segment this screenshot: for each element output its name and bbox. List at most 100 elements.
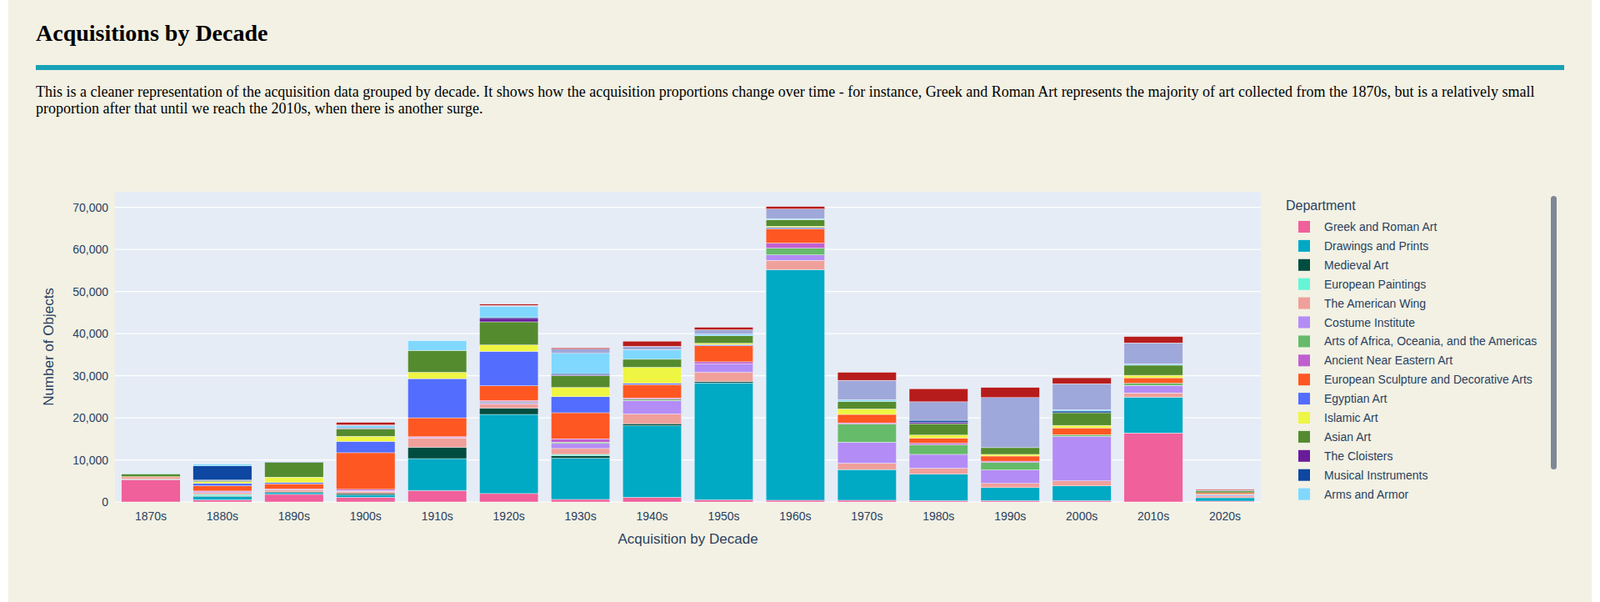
bar-segment xyxy=(909,423,968,435)
bar-segment xyxy=(909,435,968,439)
bar-segment xyxy=(193,485,252,491)
legend-label: Medieval Art xyxy=(1324,258,1389,272)
y-tick-label: 60,000 xyxy=(72,242,109,256)
x-tick-label: 1990s xyxy=(994,509,1026,523)
x-tick-label: 1970s xyxy=(850,509,883,523)
bar-segment xyxy=(336,496,395,502)
bar-segment xyxy=(765,218,825,220)
bar-segment xyxy=(336,493,395,495)
bar-segment xyxy=(765,269,825,500)
legend-label: European Sculpture and Decorative Arts xyxy=(1324,372,1533,386)
bar-segment xyxy=(909,420,968,423)
x-tick-label: 1920s xyxy=(493,509,525,523)
bar-segment xyxy=(909,444,968,455)
x-tick-label: 1910s xyxy=(421,509,454,523)
bar-segment xyxy=(336,489,395,491)
bar-segment xyxy=(837,469,896,500)
bar-segment xyxy=(550,375,610,388)
bar-segment xyxy=(1052,434,1111,436)
bar-segment xyxy=(550,458,610,500)
bar-segment xyxy=(622,399,681,401)
bar-segment xyxy=(1124,342,1183,364)
bar-segment xyxy=(336,425,395,429)
bar-segment xyxy=(121,473,180,475)
bar-segment xyxy=(265,482,324,485)
bar-segment xyxy=(837,500,896,502)
bar-segment xyxy=(121,472,180,475)
bar-segment xyxy=(479,402,538,405)
y-tick-label: 0 xyxy=(101,495,109,509)
bar-segment xyxy=(765,220,825,227)
legend-label: Musical Instruments xyxy=(1324,468,1428,482)
bar-segment xyxy=(407,350,466,372)
bar-segment xyxy=(1052,485,1111,501)
bar-segment xyxy=(407,436,466,439)
bar-segment xyxy=(694,334,753,336)
legend-swatch xyxy=(1298,488,1310,500)
bar-segment xyxy=(407,446,466,459)
bar-segment xyxy=(980,470,1040,484)
bar-segment xyxy=(407,417,466,437)
bar-segment xyxy=(193,480,252,482)
bar-segment xyxy=(1052,427,1111,435)
bar-segment xyxy=(265,462,324,478)
legend-label: Ancient Near Eastern Art xyxy=(1324,353,1453,367)
bar-segment xyxy=(550,448,610,455)
bar-segment xyxy=(980,387,1040,398)
x-tick-label: 2010s xyxy=(1137,509,1170,523)
bar-segment xyxy=(980,460,1040,463)
bar-segment xyxy=(694,327,753,330)
bar-segment xyxy=(622,359,681,368)
bar-segment xyxy=(622,400,681,414)
bar-segment xyxy=(550,387,610,397)
bar-segment xyxy=(407,490,466,502)
bar-segment xyxy=(765,255,825,261)
legend-swatch xyxy=(1298,411,1310,424)
bar-segment xyxy=(909,388,968,402)
bar-segment xyxy=(909,468,968,475)
bar-segment xyxy=(336,490,395,494)
bar-segment xyxy=(1195,495,1255,498)
bar-segment xyxy=(1124,383,1183,386)
bar-segment xyxy=(1052,409,1111,411)
bar-segment xyxy=(837,372,896,381)
bar-segment xyxy=(1124,396,1183,433)
grid-line xyxy=(115,333,1261,335)
bar-segment xyxy=(694,361,753,365)
bars xyxy=(121,206,1255,502)
bar-segment xyxy=(1195,490,1255,493)
bar-segment xyxy=(622,349,681,360)
bar-segment xyxy=(121,479,180,502)
bar-segment xyxy=(765,260,825,270)
bar-segment xyxy=(1195,494,1255,496)
title: Acquisitions by Decade xyxy=(35,20,268,47)
x-tick-label: 1890s xyxy=(278,509,310,523)
bar-segment xyxy=(1195,492,1255,495)
bar-segment xyxy=(193,483,252,486)
bar-segment xyxy=(980,500,1040,502)
bar-segment xyxy=(550,454,610,456)
bar-segment xyxy=(479,316,538,319)
bar-segment xyxy=(479,385,538,401)
legend-swatch xyxy=(1298,240,1310,252)
bar-segment xyxy=(336,422,395,425)
bar-segment xyxy=(1052,377,1111,384)
bar-segment xyxy=(765,248,825,255)
legend-swatch xyxy=(1298,278,1310,290)
legend-label: Islamic Art xyxy=(1324,410,1379,425)
bar-segment xyxy=(694,372,753,382)
bar-segment xyxy=(1052,410,1111,413)
bar-segment xyxy=(622,496,681,502)
bar-segment xyxy=(694,344,753,346)
bar-segment xyxy=(407,340,466,341)
bar-segment xyxy=(121,473,180,477)
bar-segment xyxy=(407,458,466,490)
bar-segment xyxy=(909,437,968,443)
bar-segment xyxy=(1124,392,1183,397)
bar-segment xyxy=(909,474,968,501)
bar-segment xyxy=(479,350,538,385)
bar-segment xyxy=(1052,383,1111,410)
bar-segment xyxy=(980,447,1040,455)
legend-label: Costume Institute xyxy=(1324,315,1415,330)
bar-segment xyxy=(265,461,324,464)
